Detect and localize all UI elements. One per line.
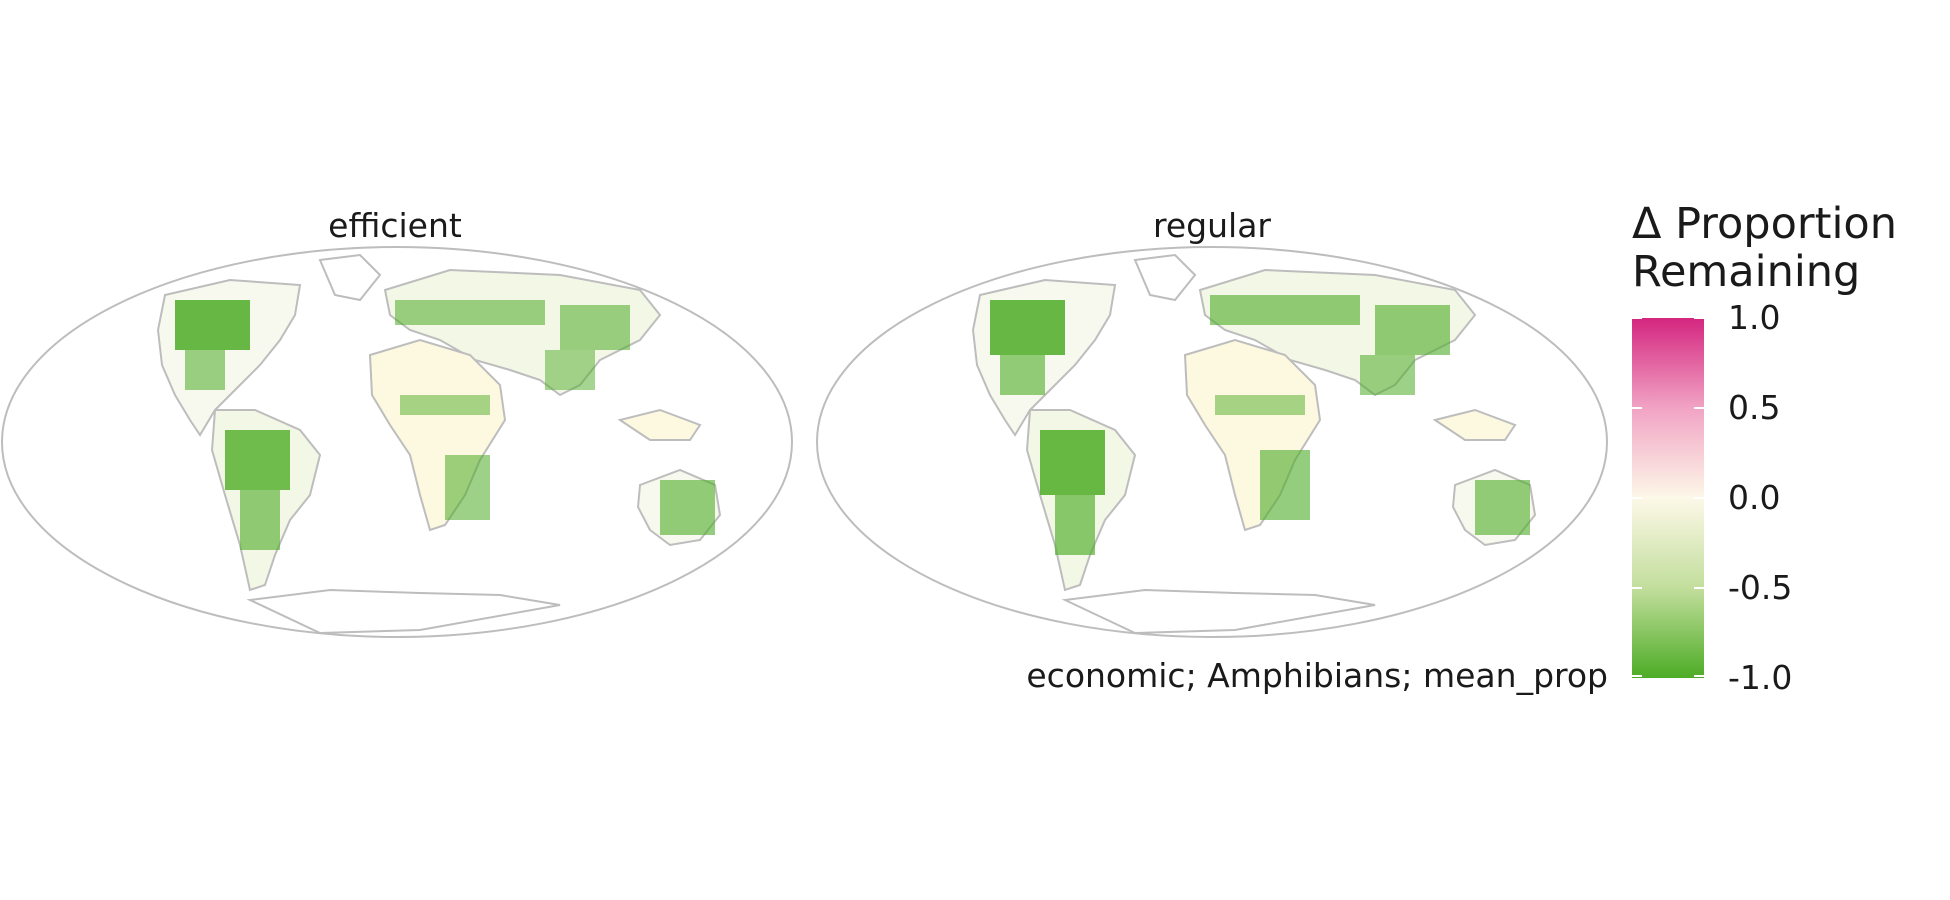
legend-tick-label: 0.5	[1728, 388, 1781, 427]
panel-title-efficient: efficient	[328, 206, 462, 245]
legend-tick-left	[1632, 587, 1642, 589]
green-data-cells	[175, 300, 715, 550]
legend-tick-right	[1694, 587, 1704, 589]
legend-title-line2: Remaining	[1632, 247, 1861, 297]
legend-tick-right	[1694, 497, 1704, 499]
legend-title: Δ Proportion Remaining	[1632, 200, 1897, 296]
legend-colorbar	[1632, 318, 1704, 678]
legend-tick-label: 0.0	[1728, 478, 1781, 517]
legend-title-line1: Δ Proportion	[1632, 199, 1897, 249]
legend-tick-left	[1632, 407, 1642, 409]
legend-tick-left	[1632, 497, 1642, 499]
green-data-cells	[990, 295, 1530, 555]
legend-tick-label: 1.0	[1728, 298, 1781, 337]
legend-tick-right	[1694, 317, 1704, 319]
legend-tick-right	[1694, 407, 1704, 409]
legend-tick-label: -1.0	[1728, 658, 1793, 697]
panel-title-regular: regular	[1153, 206, 1271, 245]
map-efficient	[1, 246, 793, 638]
legend-tick-label: -0.5	[1728, 568, 1793, 607]
plot-caption: economic; Amphibians; mean_prop	[1026, 656, 1608, 695]
map-regular	[816, 246, 1608, 638]
legend-tick-left	[1632, 317, 1642, 319]
legend-tick-right	[1694, 675, 1704, 677]
legend-tick-left	[1632, 675, 1642, 677]
